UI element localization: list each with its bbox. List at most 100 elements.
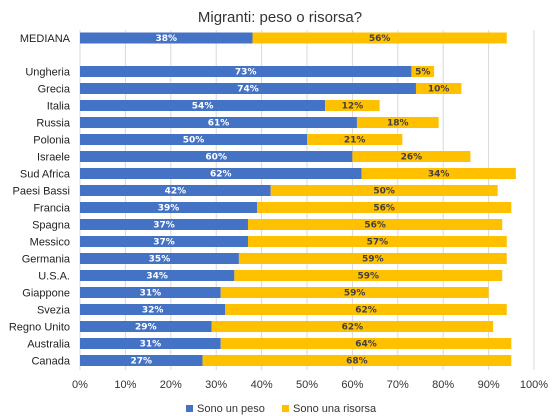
data-label: 34%: [428, 170, 450, 180]
category-label: U.S.A.: [38, 271, 70, 283]
category-label: Italia: [47, 101, 71, 113]
chart-title: Migranti: peso o risorsa?: [198, 9, 362, 26]
bar-sono-una-risorsa: [307, 134, 403, 145]
x-tick-label: 60%: [341, 379, 363, 391]
x-tick-label: 50%: [296, 379, 318, 391]
category-label: Svezia: [37, 305, 71, 317]
data-label: 18%: [387, 119, 409, 129]
data-label: 5%: [415, 68, 430, 78]
bar-sono-una-risorsa: [356, 117, 439, 128]
data-label: 38%: [155, 34, 177, 44]
category-label: Francia: [33, 203, 71, 215]
bar-sono-un-peso: [80, 253, 239, 264]
category-label: Israele: [37, 152, 70, 164]
bar-sono-un-peso: [80, 355, 203, 366]
category-label: Spagna: [32, 220, 71, 232]
x-tick-labels: 0% 10% 20% 30% 40% 50% 60% 70% 80% 90% 100%: [72, 379, 548, 391]
bar-sono-una-risorsa: [415, 83, 462, 94]
legend: Sono un peso Sono una risorsa: [186, 403, 377, 415]
data-label: 10%: [428, 85, 450, 95]
data-label: 57%: [367, 238, 389, 248]
data-label: 31%: [140, 340, 162, 350]
data-label: 73%: [235, 68, 257, 78]
bar-sono-un-peso: [80, 287, 221, 298]
bar-sono-un-peso: [80, 304, 226, 315]
x-tick-label: 0%: [72, 379, 88, 391]
bar-sono-un-peso: [80, 117, 357, 128]
data-label: 61%: [208, 119, 230, 129]
data-label: 50%: [373, 187, 395, 197]
x-tick-label: 80%: [432, 379, 454, 391]
data-label: 37%: [153, 221, 175, 231]
x-tick-label: 70%: [387, 379, 409, 391]
legend-label: Sono una risorsa: [293, 403, 377, 415]
data-label: 74%: [237, 85, 259, 95]
data-label: 68%: [346, 357, 368, 367]
bar-sono-un-peso: [80, 83, 416, 94]
bar-sono-un-peso: [80, 236, 248, 247]
data-label: 29%: [135, 323, 157, 333]
data-label: 64%: [355, 340, 377, 350]
category-label: Germania: [22, 254, 71, 266]
data-label: 62%: [342, 323, 364, 333]
bar-sono-una-risorsa: [234, 270, 503, 281]
category-label: Ungheria: [25, 67, 71, 79]
bar-sono-un-peso: [80, 100, 326, 111]
data-label: 27%: [131, 357, 153, 367]
bar-sono-un-peso: [80, 185, 271, 196]
data-label: 39%: [158, 204, 180, 214]
data-label: 31%: [140, 289, 162, 299]
bar-sono-una-risorsa: [247, 219, 503, 230]
data-label: 35%: [149, 255, 171, 265]
bar-sono-un-peso: [80, 168, 362, 179]
bar-sono-un-peso: [80, 151, 353, 162]
bar-sono-una-risorsa: [238, 253, 507, 264]
bar-sono-un-peso: [80, 321, 212, 332]
legend-swatch: [282, 405, 289, 412]
bar-sono-una-risorsa: [252, 32, 507, 44]
bar-sono-una-risorsa: [361, 168, 516, 179]
data-label: 56%: [364, 221, 386, 231]
bar-sono-un-peso: [80, 134, 307, 145]
bar-sono-un-peso: [80, 202, 258, 213]
gridlines: [79, 30, 535, 370]
bar-sono-una-risorsa: [270, 185, 498, 196]
data-label: 34%: [146, 272, 168, 282]
bar-sono-un-peso: [80, 270, 235, 281]
legend-label: Sono un peso: [197, 403, 265, 415]
data-label: 60%: [205, 153, 227, 163]
category-label: Paesi Bassi: [13, 186, 70, 198]
category-label: Russia: [36, 118, 71, 130]
category-label: Australia: [27, 339, 71, 351]
category-label: Grecia: [38, 84, 71, 96]
data-label: 62%: [355, 306, 377, 316]
category-label: MEDIANA: [20, 33, 71, 45]
category-labels: MEDIANA Ungheria Grecia Italia Russia Polonia…: [9, 33, 71, 368]
bars: 38% 56% 73% 5% 74% 10% 54% 12% 61% 18% 50% 21% 60% 26…: [80, 32, 516, 367]
data-label: 56%: [369, 34, 391, 44]
data-label: 59%: [362, 255, 384, 265]
data-label: 26%: [401, 153, 423, 163]
x-tick-label: 90%: [478, 379, 500, 391]
data-label: 50%: [183, 136, 205, 146]
data-label: 42%: [165, 187, 187, 197]
bar-sono-una-risorsa: [211, 321, 494, 332]
x-tick-label: 30%: [205, 379, 227, 391]
bar-sono-una-risorsa: [257, 202, 512, 213]
x-tick-label: 20%: [160, 379, 182, 391]
data-label: 54%: [192, 102, 214, 112]
category-label: Messico: [30, 237, 70, 249]
bar-sono-una-risorsa: [411, 66, 435, 77]
data-label: 37%: [153, 238, 175, 248]
data-label: 32%: [142, 306, 164, 316]
category-label: Regno Unito: [9, 322, 70, 334]
data-label: 59%: [358, 272, 380, 282]
bar-sono-una-risorsa: [220, 338, 512, 349]
x-tick-label: 100%: [520, 379, 548, 391]
bar-sono-una-risorsa: [352, 151, 471, 162]
bar-sono-una-risorsa: [225, 304, 507, 315]
bar-sono-una-risorsa: [247, 236, 507, 247]
bar-sono-un-peso: [80, 338, 221, 349]
x-tick-label: 10%: [114, 379, 136, 391]
